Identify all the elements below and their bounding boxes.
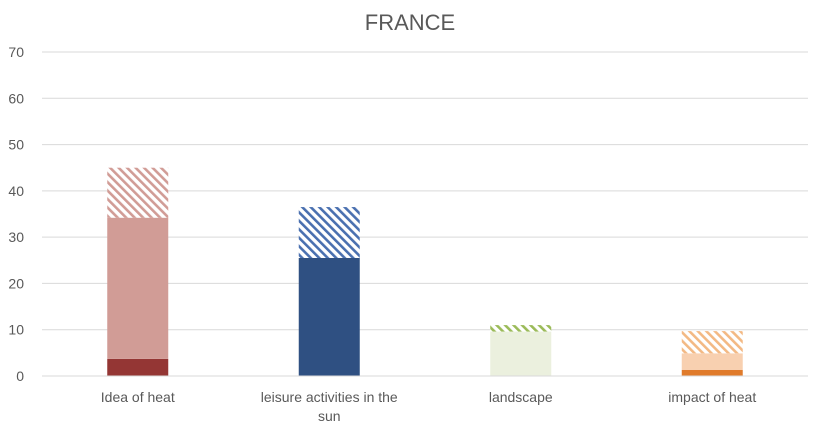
y-tick-label: 50: [8, 137, 24, 153]
bar-segment: [107, 217, 169, 359]
bar-segment: [681, 331, 743, 354]
bar-segment: [681, 353, 743, 370]
bar-segment: [107, 167, 169, 218]
x-tick-label: leisure activities in the sun: [261, 389, 398, 424]
y-tick-label: 10: [8, 322, 24, 338]
y-axis: 0 10 20 30 40 50 60 70: [8, 44, 24, 384]
x-tick-label: Idea of heat: [101, 389, 175, 405]
bars: [107, 167, 743, 376]
x-tick-label: impact of heat: [668, 389, 756, 405]
x-tick-label: landscape: [489, 389, 553, 405]
bar-segment: [490, 325, 552, 332]
y-tick-label: 40: [8, 183, 24, 199]
y-tick-label: 20: [8, 275, 24, 291]
bar-segment: [681, 369, 743, 376]
gridlines: [42, 51, 808, 331]
bar-segment: [298, 257, 360, 376]
bar-segment: [298, 207, 360, 258]
x-axis: Idea of heat leisure activities in the sun…: [101, 389, 757, 424]
chart-title: FRANCE: [365, 10, 455, 35]
y-tick-label: 30: [8, 229, 24, 245]
y-tick-label: 0: [16, 368, 24, 384]
bar-segment: [107, 358, 169, 376]
bar-segment: [490, 331, 552, 376]
y-tick-label: 70: [8, 44, 24, 60]
y-tick-label: 60: [8, 90, 24, 106]
